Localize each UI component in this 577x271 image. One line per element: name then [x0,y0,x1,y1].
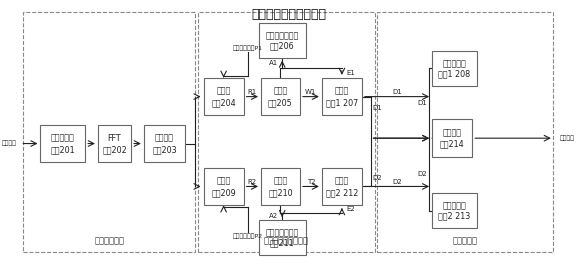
Bar [322,168,362,205]
Text: 模块210: 模块210 [268,188,293,197]
Text: 门限判决器: 门限判决器 [443,201,466,210]
Text: 频域相关单元: 频域相关单元 [95,237,124,246]
Text: 模块2 212: 模块2 212 [325,188,358,197]
Bar [198,12,374,252]
Bar [144,125,185,162]
Text: W1: W1 [305,89,317,95]
Bar [322,78,362,115]
Text: 判决变量值计算单元: 判决变量值计算单元 [264,237,309,246]
Text: 频域同步接收单元框图: 频域同步接收单元框图 [251,8,326,21]
Text: 参考能量值计算: 参考能量值计算 [265,228,299,237]
Text: 信号到达: 信号到达 [560,136,575,141]
Bar [258,23,306,58]
Text: 数据流缓存: 数据流缓存 [51,134,74,143]
Bar [432,120,472,157]
Text: 模块1 208: 模块1 208 [439,70,470,79]
Text: 本地已知序列P2: 本地已知序列P2 [233,233,263,239]
Text: 模块2 213: 模块2 213 [439,212,471,221]
Text: 相关器: 相关器 [216,87,231,96]
Text: 模块205: 模块205 [268,98,293,107]
Text: 判决器单元: 判决器单元 [452,237,477,246]
Bar [261,168,300,205]
Text: E1: E1 [346,70,355,76]
Text: 模块204: 模块204 [211,98,236,107]
Text: 平方器: 平方器 [273,87,287,96]
Text: D1: D1 [392,89,402,95]
Text: 相关器: 相关器 [216,177,231,186]
Text: 模块201: 模块201 [51,145,75,154]
Text: 本地已知序列P1: 本地已知序列P1 [233,46,263,51]
Text: 模块209: 模块209 [211,188,236,197]
Text: 模块202: 模块202 [102,145,127,154]
Bar [432,193,477,228]
Text: R2: R2 [248,179,257,185]
Text: E2: E2 [346,206,355,212]
Bar [40,125,85,162]
Bar [432,51,477,86]
Text: 模块211: 模块211 [270,238,294,247]
Text: 综合判决: 综合判决 [443,128,462,137]
Text: 模块206: 模块206 [270,41,294,50]
Bar [261,78,300,115]
Text: D1: D1 [372,105,382,111]
Bar [204,78,243,115]
Text: R1: R1 [248,89,257,95]
Bar [258,220,306,255]
Text: 自峰跟踪: 自峰跟踪 [155,134,174,143]
Bar [204,168,243,205]
Bar [377,12,553,252]
Text: D1: D1 [418,100,428,106]
Text: FFT: FFT [108,134,121,143]
Text: D2: D2 [418,171,428,178]
Text: A2: A2 [269,213,278,219]
Text: T2: T2 [306,179,315,185]
Text: 模块214: 模块214 [440,140,464,149]
Text: 除法器: 除法器 [335,87,349,96]
Text: 模块1 207: 模块1 207 [326,98,358,107]
Text: 参考能量值计算: 参考能量值计算 [265,31,299,40]
Text: 接收数据: 接收数据 [1,141,16,146]
Text: 门限判决器: 门限判决器 [443,59,466,68]
Text: 平方器: 平方器 [273,177,287,186]
Bar [98,125,131,162]
Text: 除法器: 除法器 [335,177,349,186]
Text: D2: D2 [392,179,402,185]
Text: 模块203: 模块203 [152,145,177,154]
Text: D2: D2 [372,175,382,181]
Bar [23,12,196,252]
Text: A1: A1 [269,60,278,66]
